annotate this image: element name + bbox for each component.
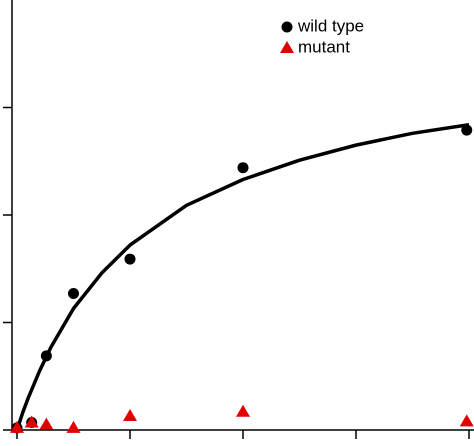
point (10, 420, 24, 433)
point (68, 287, 79, 299)
legend-label: wild type (297, 16, 364, 35)
point (24, 415, 39, 428)
point (40, 350, 52, 362)
legend-marker (281, 21, 293, 33)
point (237, 162, 249, 174)
point (123, 409, 137, 422)
point (66, 420, 81, 433)
fit-curve (15, 122, 470, 431)
point (459, 414, 474, 427)
point (236, 404, 250, 417)
legend-label: mutant (298, 37, 350, 56)
point (124, 253, 136, 265)
legend-marker (280, 41, 294, 53)
point (39, 417, 54, 430)
point (461, 124, 473, 136)
